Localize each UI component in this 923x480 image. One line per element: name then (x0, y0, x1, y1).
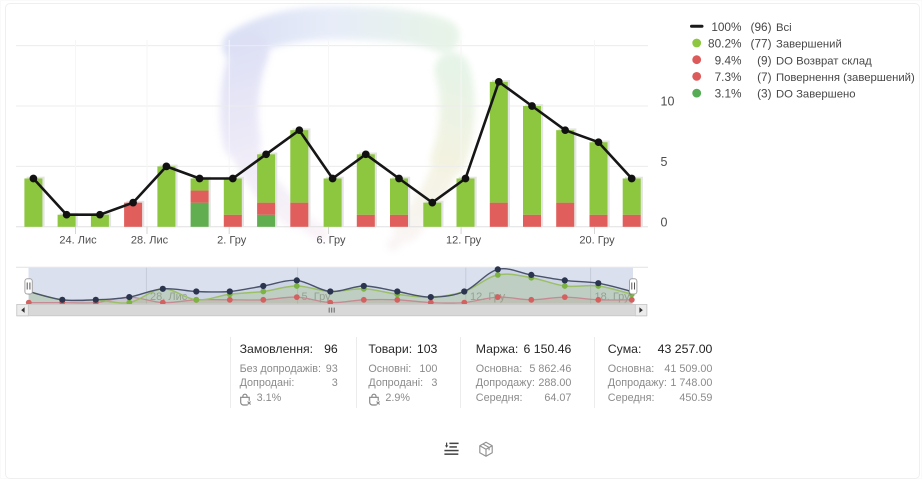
svg-text:(7): (7) (757, 70, 771, 84)
svg-text:100%: 100% (711, 20, 742, 34)
svg-text:24. Лис: 24. Лис (59, 235, 97, 247)
svg-text:2. Гру: 2. Гру (217, 235, 247, 247)
svg-text:6. Гру: 6. Гру (316, 235, 346, 247)
svg-text:5: 5 (661, 155, 668, 169)
svg-text:5. Гру: 5. Гру (302, 291, 332, 303)
svg-text:10: 10 (661, 95, 675, 109)
svg-text:Завершений: Завершений (776, 39, 842, 51)
svg-text:Повернення (завершений): Повернення (завершений) (776, 72, 915, 84)
svg-text:12. Гру: 12. Гру (446, 235, 482, 247)
svg-text:(77): (77) (751, 37, 772, 51)
svg-text:28. Лис: 28. Лис (131, 235, 169, 247)
svg-text:0: 0 (661, 215, 668, 229)
svg-text:(96): (96) (751, 20, 772, 34)
svg-text:Всі: Всі (776, 22, 792, 34)
svg-text:DO Завершено: DO Завершено (776, 89, 856, 101)
svg-text:(9): (9) (757, 53, 771, 67)
svg-text:7.3%: 7.3% (715, 70, 742, 84)
svg-text:80.2%: 80.2% (708, 37, 742, 51)
svg-text:(3): (3) (757, 87, 771, 101)
svg-text:DO Возврат склад: DO Возврат склад (776, 55, 872, 67)
svg-text:20. Гру: 20. Гру (579, 235, 615, 247)
svg-text:9.4%: 9.4% (715, 53, 742, 67)
svg-text:3.1%: 3.1% (715, 87, 742, 101)
